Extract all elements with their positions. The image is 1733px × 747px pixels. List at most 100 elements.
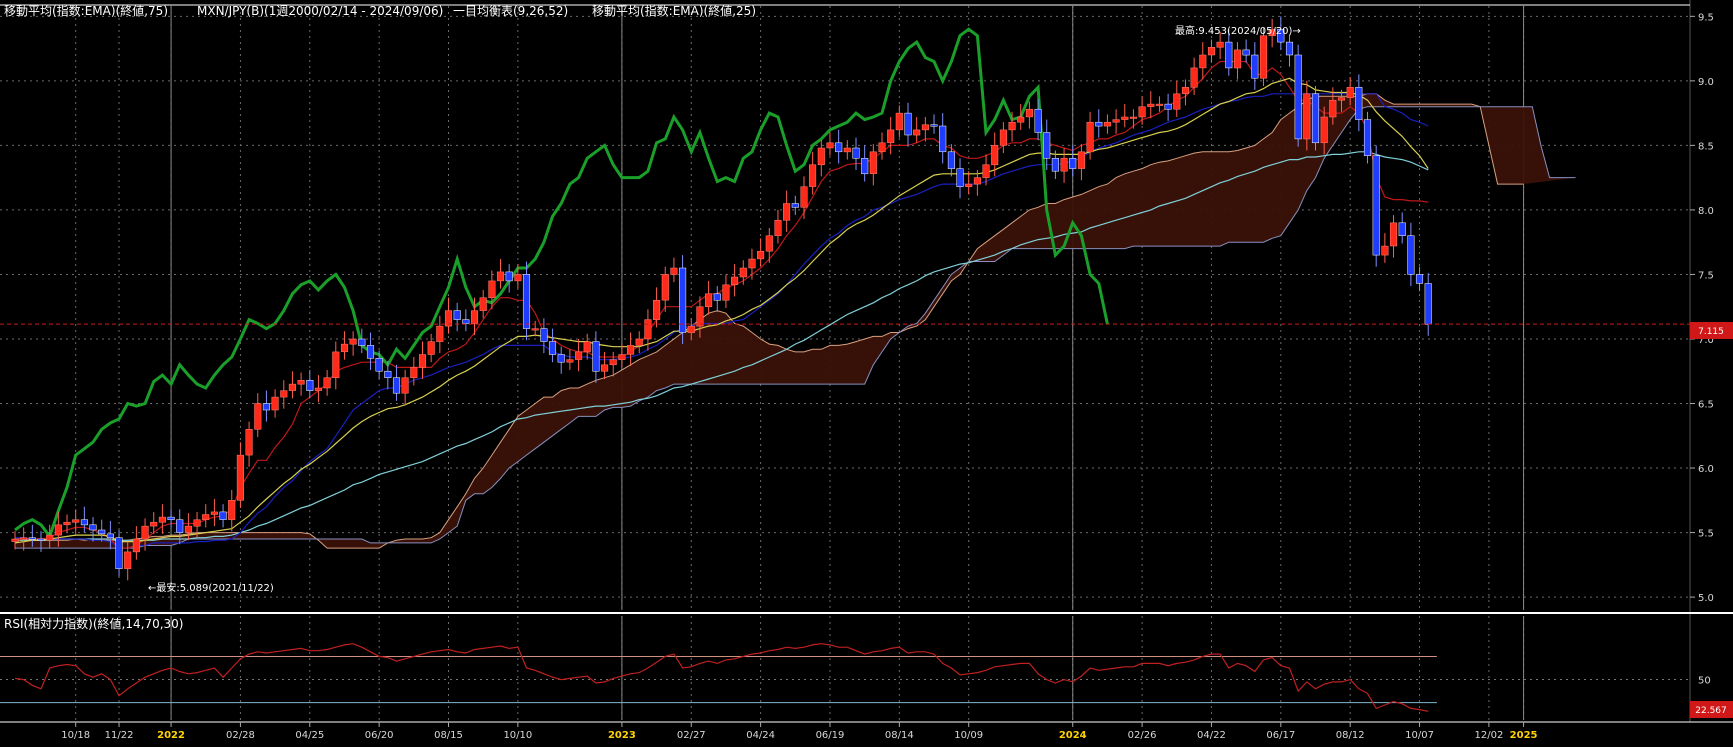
candle-up [1381,245,1389,256]
candle-down [1285,41,1294,56]
candle-up [800,186,808,208]
price-axis-tick-label: 6.0 [1698,464,1714,475]
candle-up [583,341,591,353]
candle-up [488,280,496,298]
candle-up [514,274,522,282]
candle-up [739,267,747,278]
candle-up [1320,116,1328,144]
header-ema25: 移動平均(指数:EMA)(終値,25) [592,3,756,18]
candle-up [748,258,756,269]
candle-up [1346,87,1354,98]
time-axis-tick-label: 10/09 [954,730,983,741]
price-axis-ticks: 5.0 5.5 6.0 6.5 7.0 7.5 8.0 8.5 9.0 9.5 [1690,12,1714,604]
candle-up [20,537,28,540]
time-axis-tick-label: 11/22 [105,730,134,741]
candle-up [843,147,851,153]
chikou-span-line [14,27,1109,540]
header-symbol: MXN/JPY(B)(1週2000/02/14 - 2024/09/06) [197,4,443,18]
candle-up [705,293,713,307]
time-axis-tick-label: 10/07 [1405,730,1434,741]
candle-down [1095,121,1103,127]
candle-up [1199,54,1207,69]
candle-up [575,351,583,360]
time-axis-tick-label: 10/10 [503,730,532,741]
time-axis-ticks: 10/18 11/22 2022 02/28 04/25 06/20 08/15 10/10 2… [61,722,1538,741]
candle-up [1017,116,1025,123]
candle-up [141,525,149,540]
candle-up [618,354,626,360]
candle-down [115,537,123,569]
ema25-line [14,77,1429,544]
candle-up [722,284,730,301]
candle-up [202,514,210,520]
candle-up [1121,116,1129,120]
candle-up [280,390,288,398]
candle-down [1069,158,1077,169]
rsi-line [14,643,1429,712]
candle-down [1415,274,1424,284]
candle-up [418,354,427,368]
candle-down [1242,49,1250,56]
candle-up [783,203,791,221]
price-axis-tick-label: 8.5 [1698,141,1714,152]
candle-up [757,250,765,260]
high-annotation: 最高:9.453(2024/05/20)→ [1175,24,1301,37]
candle-up [210,511,218,515]
time-axis-tick-label: 04/24 [746,730,775,741]
candle-down [366,345,375,359]
candle-up [297,380,305,385]
candle-up [774,219,782,236]
candle-up [496,271,505,282]
time-axis-tick-label: 08/12 [1336,730,1365,741]
candle-down [713,293,721,301]
candle-down [1051,158,1059,172]
candle-down [1034,108,1042,133]
rsi-panel: RSI(相対力指数)(終値,14,70,30) 50 22.567 [0,616,1733,718]
candle-down [106,533,114,539]
candle-up [895,112,903,131]
candle-up [627,345,635,355]
candle-up [973,177,981,185]
candle-up [1233,49,1242,69]
time-axis-tick-label: 06/19 [816,730,845,741]
candle-up [479,297,487,311]
candle-up [887,129,895,144]
candle-down [930,124,938,127]
candle-up [765,235,773,252]
last-price-label: 7.115 [1698,327,1724,337]
candle-down [1363,119,1372,156]
candle-down [679,267,687,333]
senkou-span-a-line [15,93,1524,549]
candle-up [1147,103,1155,107]
candle-up [1181,87,1190,95]
price-axis: 5.0 5.5 6.0 6.5 7.0 7.5 8.0 8.5 9.0 9.5 7.115 [1689,0,1733,722]
candle-down [392,377,401,394]
candle-up [653,300,661,320]
tenkan-sen-line [14,60,1429,549]
candle-down [80,519,88,526]
candle-up [687,325,695,333]
candle-down [791,203,799,208]
low-annotation: ←最安:5.089(2021/11/22) [148,581,274,594]
time-axis-tick-label: 2022 [157,730,185,741]
candle-down [522,274,531,329]
candle-up [999,129,1007,146]
candle-up [1077,151,1085,169]
candle-down [1251,54,1259,79]
candle-up [46,534,54,541]
candle-up [349,338,357,345]
price-axis-tick-label: 9.5 [1698,12,1714,23]
candle-down [37,538,45,541]
candle-up [731,276,739,285]
candle-up [427,341,435,355]
candle-up [817,147,825,166]
candle-up [271,396,279,411]
candle-up [982,164,990,178]
candle-up [1173,93,1181,110]
candle-down [28,537,36,540]
time-axis-tick-label: 08/15 [434,730,463,741]
candle-down [1164,103,1172,110]
candle-down [835,142,843,153]
ema75-line [15,151,1429,541]
